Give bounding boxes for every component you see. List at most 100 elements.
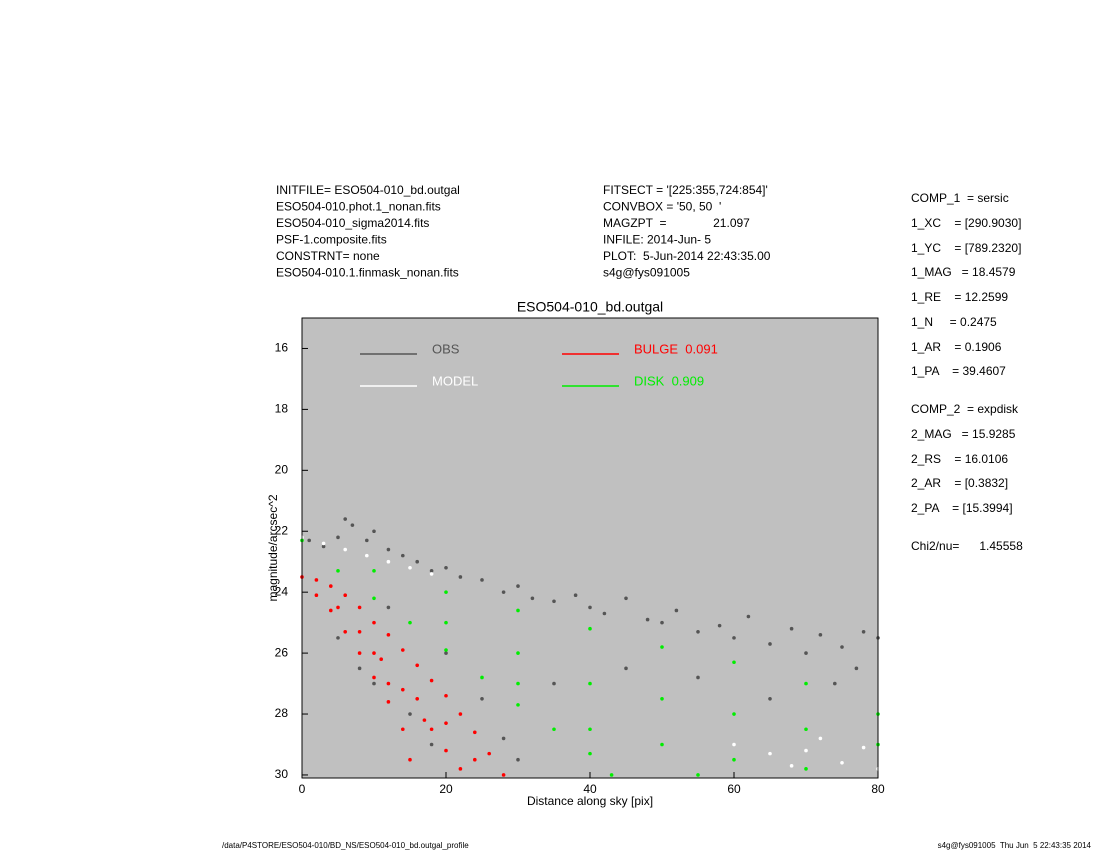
header-right-line: FITSECT = '[225:355,724:854]' (603, 183, 768, 197)
data-point (516, 584, 520, 588)
data-point (343, 517, 348, 521)
data-point (408, 757, 412, 762)
data-point (422, 718, 427, 722)
data-point (365, 553, 369, 558)
data-point (552, 681, 556, 686)
x-tick-label: 60 (727, 782, 741, 796)
data-point (732, 636, 736, 640)
data-point (350, 523, 355, 527)
data-point (386, 605, 391, 610)
data-point (329, 584, 333, 588)
fit-parameter: 2_RS = 16.0106 (911, 452, 1008, 466)
data-point (573, 593, 578, 598)
data-point (588, 727, 592, 732)
data-point (624, 666, 628, 671)
footer-path: /data/P4STORE/ESO504-010/BD_NS/ESO504-01… (222, 841, 469, 850)
fit-parameter: Chi2/nu= 1.45558 (911, 539, 1023, 553)
data-point (516, 651, 520, 655)
data-point (717, 623, 722, 628)
data-point (660, 742, 664, 747)
data-point (314, 578, 319, 582)
x-tick-label: 20 (439, 782, 453, 796)
data-point (408, 566, 412, 570)
legend-label: OBS (432, 341, 460, 356)
fit-parameter: 1_N = 0.2475 (911, 315, 997, 329)
x-tick-label: 80 (871, 782, 885, 796)
header-left-line: ESO504-010.1.finmask_nonan.fits (276, 266, 459, 280)
data-point (516, 608, 520, 613)
data-point (429, 727, 434, 732)
data-point (336, 569, 340, 573)
data-point (329, 608, 333, 613)
data-point (372, 620, 376, 625)
data-point (336, 636, 340, 640)
data-point (854, 666, 859, 671)
data-point (861, 745, 866, 750)
data-point (588, 681, 592, 686)
y-tick-label: 18 (275, 402, 289, 416)
data-point (840, 645, 844, 649)
fit-parameter: COMP_2 = expdisk (911, 402, 1019, 416)
legend-label: BULGE 0.091 (634, 341, 718, 356)
y-tick-label: 28 (275, 706, 289, 720)
data-point (401, 553, 405, 558)
data-point (429, 678, 434, 683)
data-point (307, 538, 312, 543)
data-point (804, 651, 808, 655)
data-point (444, 566, 448, 570)
y-tick-label: 30 (275, 767, 289, 781)
data-point (379, 657, 384, 661)
data-point (660, 645, 664, 649)
data-point (444, 620, 448, 625)
data-point (609, 773, 614, 777)
y-tick-label: 26 (275, 645, 289, 659)
data-point (696, 675, 700, 680)
data-point (401, 727, 405, 732)
fit-parameter: 1_AR = 0.1906 (911, 340, 1002, 354)
data-point (789, 626, 794, 631)
data-point (861, 629, 866, 634)
data-point (343, 629, 348, 634)
header-left-line: ESO504-010.phot.1_nonan.fits (276, 200, 441, 214)
fit-parameter: 2_PA = [15.3994] (911, 501, 1013, 515)
chart-title: ESO504-010_bd.outgal (517, 299, 663, 315)
x-axis-label: Distance along sky [pix] (527, 794, 653, 808)
data-point (357, 651, 362, 655)
data-point (552, 599, 556, 604)
data-point (372, 596, 376, 601)
data-point (768, 642, 772, 646)
data-point (401, 687, 405, 692)
data-point (386, 681, 391, 686)
data-point (804, 767, 808, 771)
fit-parameter: COMP_1 = sersic (911, 191, 1009, 205)
data-point (501, 773, 506, 777)
data-point (343, 593, 348, 598)
y-tick-label: 20 (275, 462, 289, 476)
data-point (746, 614, 751, 619)
data-point (444, 721, 448, 725)
data-point (660, 696, 664, 701)
fit-parameter: 1_RE = 12.2599 (911, 290, 1008, 304)
header-left-line: ESO504-010_sigma2014.fits (276, 216, 429, 230)
data-point (473, 730, 477, 735)
data-point (588, 605, 592, 610)
data-point (480, 675, 484, 680)
data-point (357, 629, 362, 634)
data-point (321, 541, 326, 546)
data-point (336, 535, 340, 540)
data-point (357, 605, 362, 610)
header-left-line: INITFILE= ESO504-010_bd.outgal (276, 183, 460, 197)
x-tick-label: 40 (583, 782, 597, 796)
data-point (768, 696, 772, 701)
data-point (696, 773, 700, 777)
y-tick-label: 16 (275, 341, 289, 355)
data-point (789, 764, 794, 768)
data-point (458, 575, 463, 579)
data-point (444, 648, 448, 652)
data-point (732, 757, 736, 762)
data-point (429, 572, 434, 576)
y-axis-label: magnitude/arcsec^2 (266, 494, 280, 601)
data-point (552, 727, 556, 732)
data-point (336, 605, 340, 610)
